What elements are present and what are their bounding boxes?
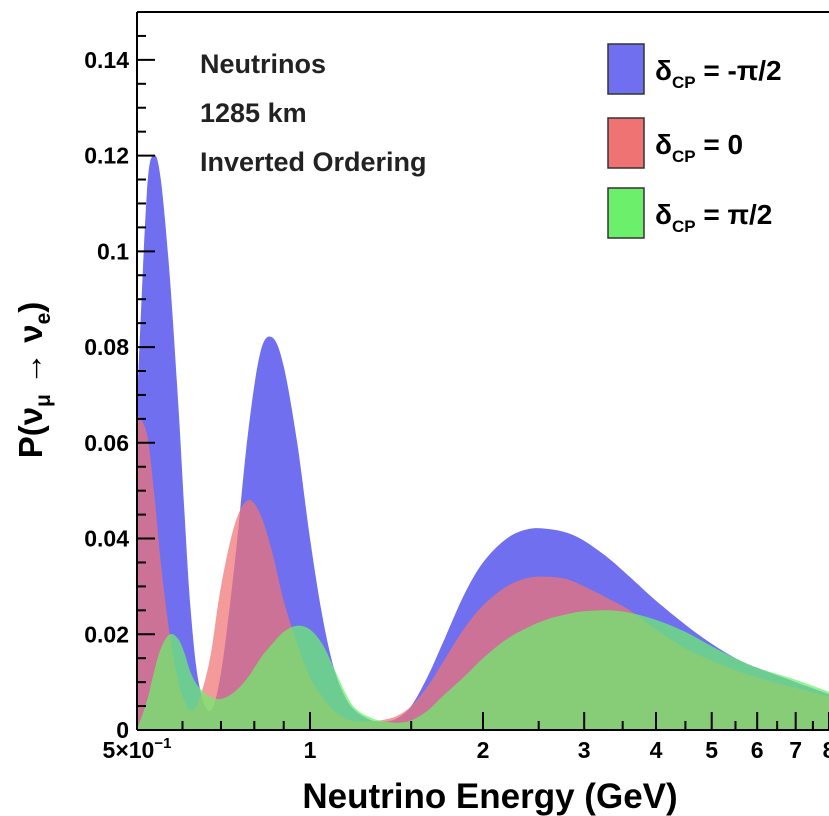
x-axis-title: Neutrino Energy (GeV) bbox=[302, 777, 677, 816]
annotation-group: Neutrinos 1285 km Inverted Ordering bbox=[200, 49, 427, 177]
y-tick-label: 0.1 bbox=[97, 238, 129, 264]
x-tick-label: 7 bbox=[789, 737, 802, 763]
y-tick-label: 0.06 bbox=[84, 430, 129, 456]
x-tick-label: 2 bbox=[477, 737, 490, 763]
legend: δCP = -π/2 δCP = 0 δCP = π/2 bbox=[607, 43, 782, 239]
legend-label-3: δCP = π/2 bbox=[655, 199, 772, 236]
y-tick-label: 0.08 bbox=[84, 334, 129, 360]
legend-label-1: δCP = -π/2 bbox=[655, 55, 782, 92]
y-tick-label: 0.02 bbox=[84, 621, 129, 647]
x-tick-label: 6 bbox=[751, 737, 764, 763]
annotation-ordering: Inverted Ordering bbox=[200, 147, 427, 177]
legend-swatch-2 bbox=[607, 117, 645, 169]
x-tick-label: 5 bbox=[705, 737, 718, 763]
tick-layer bbox=[136, 11, 829, 731]
y-tick-label: 0.12 bbox=[84, 143, 129, 169]
x-tick-label: 3 bbox=[578, 737, 591, 763]
x-tick-label: 5×10−1 bbox=[103, 735, 172, 763]
legend-swatch-1 bbox=[607, 43, 645, 95]
tick-label-layer: 0 0.02 0.04 0.06 0.08 0.1 0.12 0.14 5×10−1 1 2 3 4 5 6… bbox=[84, 47, 829, 763]
annotation-particle: Neutrinos bbox=[200, 49, 326, 79]
annotation-baseline: 1285 km bbox=[200, 98, 307, 128]
series-area-1 bbox=[137, 155, 829, 730]
x-tick-label: 4 bbox=[650, 737, 663, 763]
y-tick-label: 0.04 bbox=[84, 526, 129, 552]
series-area-3 bbox=[137, 610, 829, 730]
y-tick-label: 0 bbox=[116, 717, 129, 743]
legend-swatch-3 bbox=[607, 187, 645, 239]
legend-label-2: δCP = 0 bbox=[655, 129, 743, 166]
area-layer bbox=[137, 155, 829, 730]
x-tick-label: 8 bbox=[823, 737, 829, 763]
y-axis-title: P(νμ → νe) bbox=[12, 302, 55, 459]
x-tick-label: 1 bbox=[304, 737, 317, 763]
y-tick-label: 0.14 bbox=[84, 47, 129, 73]
